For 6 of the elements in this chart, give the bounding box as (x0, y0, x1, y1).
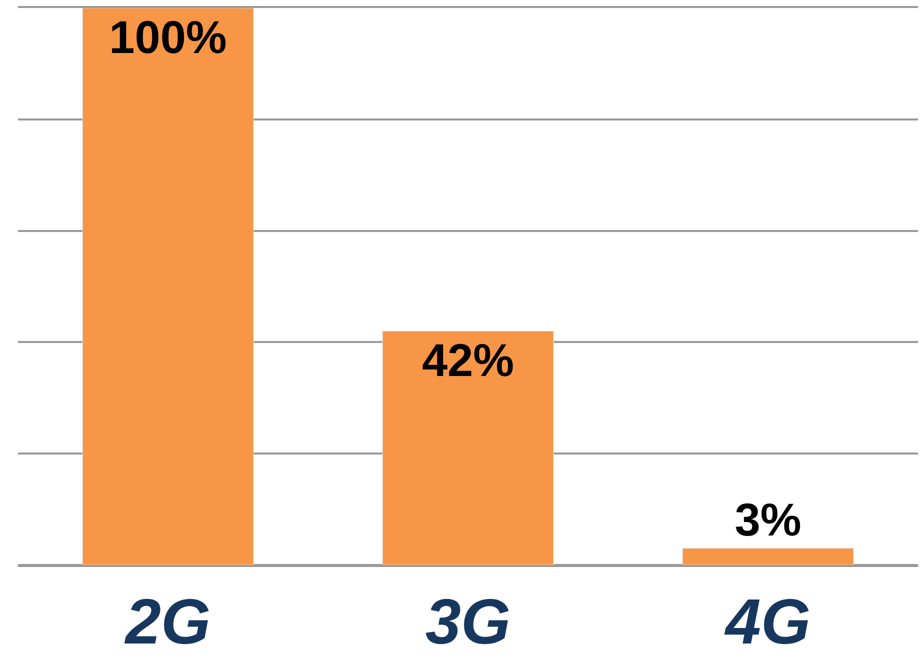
x-tick-label: 3G (425, 586, 511, 658)
x-tick-label: 4G (723, 586, 811, 658)
data-label: 3% (734, 493, 802, 546)
data-label: 42% (422, 334, 514, 386)
data-label: 100% (109, 11, 227, 63)
x-tick-label: 2G (124, 586, 211, 658)
